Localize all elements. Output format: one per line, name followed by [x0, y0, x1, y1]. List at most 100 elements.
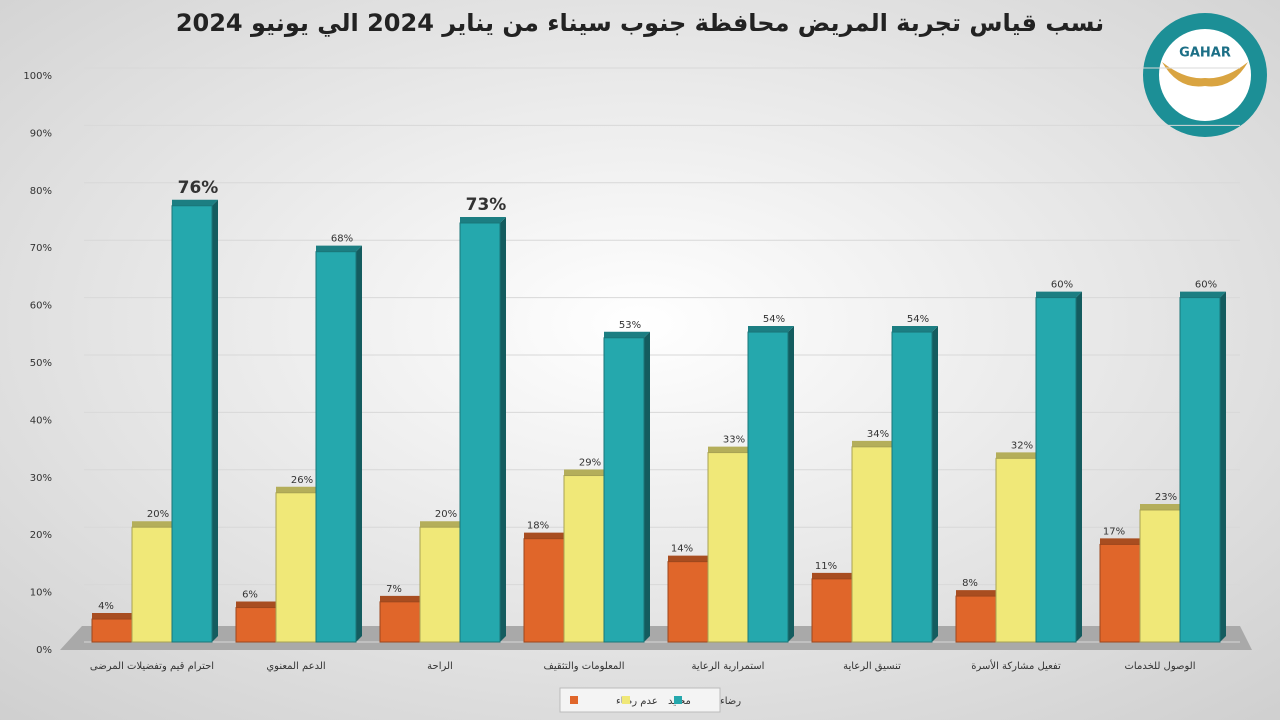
bar: [235, 607, 277, 643]
logo-inner: [1159, 29, 1251, 121]
value-label: 60%: [1051, 280, 1073, 291]
value-label: 14%: [671, 544, 693, 555]
value-label: 29%: [579, 458, 601, 469]
bar: [811, 578, 853, 643]
value-label: 11%: [815, 561, 837, 572]
bar: [667, 561, 709, 643]
bar-top: [892, 326, 938, 333]
bar: [707, 452, 749, 643]
bar-top: [420, 521, 466, 528]
bar-top: [668, 555, 714, 562]
bar-top: [1180, 291, 1226, 298]
bar-top: [92, 613, 138, 620]
value-label: 26%: [291, 475, 313, 486]
bar: [1035, 297, 1077, 643]
bar: [523, 538, 565, 643]
x-tick-label: تفعيل مشاركة الأسرة: [971, 659, 1061, 672]
bar-top: [1100, 538, 1146, 545]
bar-top: [316, 245, 362, 252]
value-label: 68%: [331, 234, 353, 245]
value-label: 73%: [466, 195, 507, 215]
bar: [91, 618, 133, 643]
y-tick-label: 50%: [30, 358, 52, 369]
value-label: 7%: [386, 584, 402, 595]
value-label: 54%: [907, 314, 929, 325]
value-label: 53%: [619, 320, 641, 331]
value-label: 76%: [178, 178, 219, 198]
x-tick-label: الراحة: [427, 661, 453, 672]
bar-side: [1220, 291, 1226, 642]
bar-top: [812, 572, 858, 579]
chart-title: نسب قياس تجربة المريض محافظة جنوب سيناء …: [176, 9, 1104, 37]
bar-top: [460, 216, 506, 223]
x-tick-label: الوصول للخدمات: [1125, 661, 1196, 672]
value-label: 60%: [1195, 280, 1217, 291]
bar-side: [500, 216, 506, 643]
legend-swatch: [622, 696, 630, 704]
bar: [1179, 297, 1221, 643]
bar: [563, 475, 605, 643]
y-tick-label: 40%: [30, 415, 52, 426]
y-tick-label: 60%: [30, 301, 52, 312]
bar: [747, 331, 789, 643]
value-label: 20%: [435, 509, 457, 520]
bar-top: [1036, 291, 1082, 298]
value-label: 54%: [763, 314, 785, 325]
y-tick-label: 80%: [30, 186, 52, 197]
x-tick-label: احترام قيم وتفضيلات المرضى: [90, 661, 214, 672]
bar-top: [276, 486, 322, 493]
y-tick-label: 0%: [36, 645, 52, 656]
y-tick-label: 20%: [30, 530, 52, 541]
y-tick-label: 70%: [30, 243, 52, 254]
value-label: 6%: [242, 590, 258, 601]
value-label: 33%: [723, 435, 745, 446]
bar: [379, 601, 421, 643]
bar-top: [564, 469, 610, 476]
bar-side: [356, 245, 362, 642]
value-label: 20%: [147, 509, 169, 520]
bar-top: [132, 521, 178, 528]
value-label: 4%: [98, 601, 114, 612]
bar-top: [996, 452, 1042, 459]
value-label: 18%: [527, 521, 549, 532]
bar: [955, 595, 997, 643]
bar-top: [380, 595, 426, 602]
logo: GAHAR: [1143, 13, 1267, 137]
bar: [459, 222, 501, 643]
x-tick-label: تنسيق الرعاية: [843, 661, 901, 672]
x-tick-label: الدعم المعنوي: [266, 661, 325, 672]
legend-box: [559, 687, 721, 713]
bar: [995, 457, 1037, 643]
x-tick-label: المعلومات والتثقيف: [543, 661, 624, 672]
bar-top: [852, 440, 898, 447]
x-tick-label: استمرارية الرعاية: [692, 661, 765, 672]
value-label: 32%: [1011, 440, 1033, 451]
y-tick-label: 10%: [30, 588, 52, 599]
bar: [131, 526, 173, 643]
bar-top: [524, 532, 570, 539]
legend-swatch: [674, 696, 682, 704]
legend-label: رضاء: [720, 696, 741, 707]
y-tick-label: 100%: [23, 71, 52, 82]
bar-side: [788, 326, 794, 642]
bar-top: [956, 590, 1002, 597]
bar-top: [172, 199, 218, 206]
value-label: 17%: [1103, 526, 1125, 537]
logo-text: GAHAR: [1179, 46, 1231, 61]
bar-top: [604, 331, 650, 338]
bar: [891, 331, 933, 643]
bar: [851, 446, 893, 643]
bar-side: [932, 326, 938, 642]
y-tick-label: 30%: [30, 473, 52, 484]
bar: [419, 526, 461, 643]
bar: [275, 492, 317, 643]
value-label: 8%: [962, 578, 978, 589]
value-label: 23%: [1155, 492, 1177, 503]
bar-top: [1140, 503, 1186, 510]
value-label: 34%: [867, 429, 889, 440]
bar: [1139, 509, 1181, 643]
legend-swatch: [570, 696, 578, 704]
bar-side: [212, 199, 218, 642]
legend-label: عدم رضاء: [616, 696, 658, 707]
